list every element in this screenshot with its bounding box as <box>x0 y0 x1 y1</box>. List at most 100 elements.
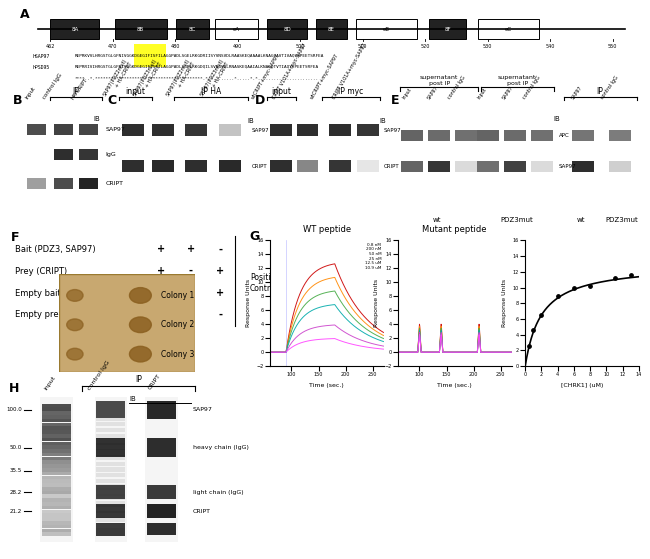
Text: 540: 540 <box>545 44 555 49</box>
Text: 8D: 8D <box>283 27 291 32</box>
Text: IB: IB <box>380 118 387 124</box>
Text: 28.2: 28.2 <box>10 490 21 495</box>
Text: 35.5: 35.5 <box>10 468 21 473</box>
Text: D: D <box>255 94 265 107</box>
Text: Empty bait vector: Empty bait vector <box>16 288 90 297</box>
Text: 550: 550 <box>608 44 617 49</box>
Bar <box>96 485 125 500</box>
Text: 8E: 8E <box>328 27 335 32</box>
Text: -: - <box>189 288 193 298</box>
Text: SAP97(PDZ3mut)
+ HA-CRIPT: SAP97(PDZ3mut) + HA-CRIPT <box>199 58 230 100</box>
Text: SAP97: SAP97 <box>502 84 515 100</box>
Y-axis label: Response Units: Response Units <box>246 279 251 328</box>
Bar <box>42 423 71 426</box>
Text: B: B <box>13 94 22 107</box>
Text: IgG: IgG <box>106 152 116 157</box>
Bar <box>148 485 176 500</box>
Text: +: + <box>157 244 165 254</box>
Text: control IgG: control IgG <box>87 359 111 391</box>
Text: 530: 530 <box>483 44 492 49</box>
Bar <box>42 404 71 408</box>
Text: 520: 520 <box>421 44 430 49</box>
Bar <box>152 160 174 172</box>
Text: IP: IP <box>73 87 79 96</box>
Text: IP: IP <box>135 375 142 384</box>
Bar <box>96 523 125 536</box>
Bar <box>96 422 125 427</box>
Text: control IgG: control IgG <box>600 75 619 100</box>
Bar <box>42 510 71 513</box>
Text: CRIPT: CRIPT <box>252 164 267 169</box>
Text: SAP97(PDZ2mut)
+ HA-CRIPT: SAP97(PDZ2mut) + HA-CRIPT <box>165 58 196 100</box>
Bar <box>455 130 477 140</box>
Bar <box>267 19 307 39</box>
Text: hSAP97: hSAP97 <box>32 54 49 59</box>
Bar <box>51 19 99 39</box>
Point <box>528 329 539 338</box>
Bar <box>42 427 71 430</box>
Bar <box>219 160 240 172</box>
Bar <box>572 130 594 140</box>
Bar <box>429 19 466 39</box>
Text: 462: 462 <box>46 44 55 49</box>
Bar <box>402 130 423 140</box>
Bar <box>148 401 176 419</box>
Bar <box>54 124 73 135</box>
Text: -: - <box>218 310 222 320</box>
Text: 8F: 8F <box>445 27 451 32</box>
Bar <box>96 434 125 438</box>
Text: +: + <box>157 266 165 276</box>
Bar <box>42 513 71 517</box>
Text: REPRKVVLHRGSTGLGFNIVGGKDGEGIFISFILAGGPADLSGELRKGDRIISYVNSVDLRAASKEQAAAALKNAGOAVT: REPRKVVLHRGSTGLGFNIVGGKDGEGIFISFILAGGPAD… <box>75 54 324 58</box>
Text: 510: 510 <box>358 44 367 49</box>
Bar <box>96 401 125 418</box>
Bar <box>96 524 125 528</box>
Bar <box>122 160 144 172</box>
Bar <box>215 19 258 39</box>
Text: F: F <box>10 230 19 244</box>
Bar <box>42 408 71 411</box>
Bar <box>42 415 71 419</box>
Text: wtCRIPT+myc-SAP97: wtCRIPT+myc-SAP97 <box>251 53 281 100</box>
Bar <box>79 178 98 188</box>
Bar <box>134 56 166 67</box>
Bar <box>96 496 125 500</box>
Point <box>610 275 620 284</box>
Bar <box>42 521 71 524</box>
Text: control IgG: control IgG <box>42 73 64 100</box>
Text: -: - <box>159 288 163 298</box>
Bar <box>42 483 71 487</box>
Bar <box>96 456 125 460</box>
Text: wt: wt <box>432 217 441 222</box>
Text: 8B: 8B <box>137 27 144 32</box>
X-axis label: Time (sec.): Time (sec.) <box>437 383 472 388</box>
Text: input: input <box>24 86 36 100</box>
Bar <box>96 507 125 511</box>
Bar <box>114 19 166 39</box>
Bar <box>42 487 71 491</box>
Bar <box>42 528 71 532</box>
Text: -: - <box>189 266 193 276</box>
Text: SAP97: SAP97 <box>558 164 577 169</box>
Bar <box>42 472 71 475</box>
Bar <box>42 491 71 494</box>
Title: WT peptide: WT peptide <box>302 225 351 234</box>
Bar <box>96 490 125 494</box>
Text: Positive
Control: Positive Control <box>250 273 280 292</box>
Text: 0.8 nM
200 nM
50 nM
25 nM
12.5 uM
10.9 uM: 0.8 nM 200 nM 50 nM 25 nM 12.5 uM 10.9 u… <box>365 243 381 270</box>
Text: HA-CRIPT: HA-CRIPT <box>70 77 89 100</box>
Bar <box>27 124 46 135</box>
Text: C: C <box>107 94 116 107</box>
Text: SAP97: SAP97 <box>252 128 269 133</box>
Bar <box>356 19 417 39</box>
X-axis label: [CHRK1] (uM): [CHRK1] (uM) <box>561 383 603 388</box>
Text: control IgG: control IgG <box>447 75 466 100</box>
Text: G: G <box>250 230 259 243</box>
Bar <box>270 124 292 136</box>
Circle shape <box>129 346 151 362</box>
Point <box>536 311 547 320</box>
Bar <box>79 124 98 135</box>
Text: +: + <box>187 244 195 254</box>
Circle shape <box>67 290 83 301</box>
Bar <box>42 449 71 453</box>
